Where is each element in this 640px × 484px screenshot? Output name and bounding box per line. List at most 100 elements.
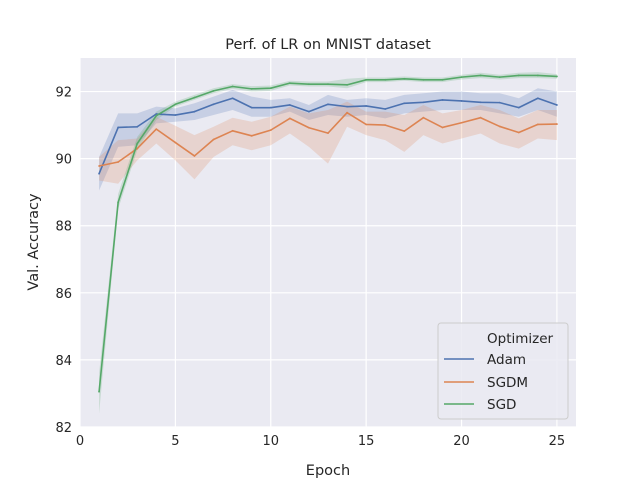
point-sgd (308, 83, 310, 86)
x-tick-label: 10 (262, 434, 279, 449)
point-sgd (556, 75, 558, 78)
y-tick-label: 92 (55, 86, 72, 101)
x-axis-label: Epoch (306, 463, 350, 479)
point-sgd (193, 96, 196, 99)
point-sgd (517, 74, 520, 77)
point-adam (174, 114, 177, 116)
point-adam (117, 126, 120, 129)
point-sgdm (136, 147, 139, 150)
point-sgd (346, 83, 348, 86)
point-sgdm (193, 155, 196, 157)
y-axis-label: Val. Accuracy (26, 193, 42, 291)
point-sgd (250, 87, 253, 90)
point-sgd (288, 82, 291, 85)
point-adam (536, 97, 539, 100)
point-sgd (212, 89, 215, 92)
series-lines (98, 74, 558, 393)
point-sgdm (174, 141, 177, 144)
point-adam (517, 106, 520, 109)
point-sgd (136, 142, 139, 145)
point-sgdm (460, 121, 463, 124)
legend-box (437, 322, 569, 420)
point-sgdm (346, 111, 348, 114)
point-adam (498, 101, 501, 104)
point-sgd (536, 74, 539, 77)
point-sgdm (498, 125, 501, 128)
point-sgdm (422, 116, 425, 119)
legend-title: Optimizer (487, 331, 554, 347)
point-sgd (269, 87, 272, 90)
y-tick-label: 84 (55, 354, 72, 369)
y-tick-label: 86 (55, 287, 72, 302)
legend: Optimizer Adam SGDM SGD (437, 322, 569, 420)
point-sgdm (117, 161, 120, 163)
y-tick-label: 82 (55, 421, 72, 436)
point-adam (460, 100, 463, 102)
tick-labels: 0 5 10 15 20 25 82 84 86 88 90 92 (55, 86, 565, 449)
chart-title: Perf. of LR on MNIST dataset (225, 37, 431, 53)
x-tick-label: 20 (453, 434, 470, 449)
point-sgdm (403, 130, 406, 133)
y-tick-label: 90 (55, 153, 72, 168)
point-sgd (174, 103, 177, 106)
point-sgd (384, 78, 387, 81)
x-tick-label: 5 (171, 434, 179, 449)
point-sgd (117, 201, 120, 204)
point-adam (212, 103, 215, 106)
y-tick-label: 88 (55, 220, 72, 235)
point-sgd (479, 74, 482, 77)
point-sgd (98, 390, 100, 393)
band-sgdm (99, 101, 557, 184)
point-sgdm (479, 116, 482, 119)
confidence-bands (99, 72, 557, 414)
legend-label-sgd: SGD (487, 397, 516, 413)
point-adam (193, 110, 196, 113)
band-adam (99, 88, 557, 191)
point-adam (288, 104, 291, 106)
point-adam (98, 172, 100, 175)
point-adam (155, 113, 158, 115)
point-sgdm (155, 128, 158, 131)
point-sgd (460, 76, 463, 79)
point-sgd (441, 78, 444, 81)
point-sgd (403, 77, 406, 80)
point-sgdm (365, 123, 368, 126)
point-adam (250, 106, 253, 109)
x-tick-label: 15 (358, 434, 375, 449)
point-adam (346, 105, 348, 108)
point-sgd (327, 83, 329, 86)
x-tick-label: 0 (76, 434, 84, 449)
point-sgdm (288, 117, 291, 120)
point-sgdm (269, 129, 272, 132)
point-sgdm (308, 126, 310, 129)
point-sgdm (517, 131, 520, 134)
point-sgd (231, 85, 234, 88)
point-sgd (155, 114, 158, 117)
point-sgd (422, 78, 425, 81)
point-adam (556, 104, 558, 106)
point-adam (441, 99, 444, 101)
point-adam (384, 108, 387, 110)
point-adam (308, 110, 310, 113)
point-sgdm (384, 124, 387, 126)
point-sgd (365, 78, 368, 81)
point-adam (403, 102, 406, 105)
point-adam (422, 101, 425, 104)
point-adam (269, 106, 272, 109)
point-sgdm (212, 138, 215, 141)
point-sgdm (441, 126, 444, 129)
point-sgdm (536, 123, 539, 126)
point-adam (231, 97, 234, 100)
legend-label-sgdm: SGDM (487, 375, 528, 391)
point-sgdm (98, 165, 100, 167)
x-tick-label: 25 (549, 434, 566, 449)
grid-lines (79, 58, 576, 428)
point-sgdm (556, 123, 558, 125)
legend-label-adam: Adam (487, 352, 526, 368)
point-adam (365, 105, 368, 107)
point-sgdm (250, 134, 253, 137)
point-sgdm (327, 132, 329, 135)
point-adam (479, 101, 482, 104)
